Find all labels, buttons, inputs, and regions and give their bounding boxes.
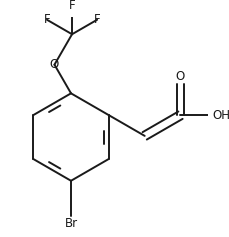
Text: O: O [49,58,58,71]
Text: F: F [93,13,100,26]
Text: F: F [68,0,75,12]
Text: OH: OH [212,109,229,122]
Text: O: O [175,70,184,83]
Text: Br: Br [64,217,77,230]
Text: F: F [44,13,50,26]
